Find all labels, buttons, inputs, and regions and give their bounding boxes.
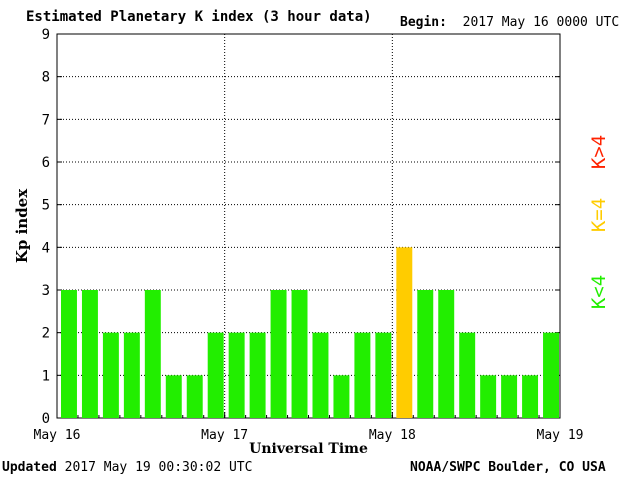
bar <box>312 332 329 418</box>
bar <box>270 290 287 418</box>
x-axis-label: Universal Time <box>249 441 368 457</box>
x-tick-label: May 17 <box>201 428 248 443</box>
y-tick-label: 0 <box>42 411 50 427</box>
bar <box>417 290 434 418</box>
bar <box>102 332 119 418</box>
y-tick-label: 1 <box>42 368 50 384</box>
x-tick-label: May 19 <box>537 428 584 443</box>
bar <box>61 290 77 418</box>
legend-low: K<4 <box>588 274 610 310</box>
bar <box>333 375 350 418</box>
y-tick-label: 4 <box>42 240 50 256</box>
bar <box>480 375 497 418</box>
bar <box>81 290 98 418</box>
legend-high: K>4 <box>588 134 610 170</box>
bar <box>501 375 518 418</box>
legend-equal: K=4 <box>588 197 610 233</box>
bar <box>543 332 559 418</box>
updated-value: 2017 May 19 00:30:02 UTC <box>64 460 253 475</box>
bar <box>396 247 413 418</box>
y-tick-label: 5 <box>42 198 50 214</box>
bar <box>522 375 539 418</box>
bar <box>165 375 182 418</box>
bar <box>123 332 140 418</box>
x-tick-label: May 16 <box>34 428 81 443</box>
bar <box>144 290 161 418</box>
bar <box>459 332 476 418</box>
y-tick-label: 8 <box>42 70 50 86</box>
bar <box>249 332 266 418</box>
bar <box>438 290 455 418</box>
bar <box>354 332 371 418</box>
credit: NOAA/SWPC Boulder, CO USA <box>410 460 606 475</box>
begin-info: Begin: 2017 May 16 0000 UTC <box>400 15 619 30</box>
bar <box>228 332 245 418</box>
begin-label: Begin: <box>400 15 447 30</box>
bar <box>207 332 224 418</box>
y-tick-label: 6 <box>42 155 50 171</box>
updated-info: Updated 2017 May 19 00:30:02 UTC <box>2 460 252 475</box>
x-tick-label: May 18 <box>369 428 416 443</box>
updated-label: Updated <box>2 460 57 475</box>
y-tick-label: 7 <box>42 112 50 128</box>
bar <box>375 332 392 418</box>
y-tick-label: 3 <box>42 283 50 299</box>
begin-value: 2017 May 16 0000 UTC <box>462 15 620 30</box>
bar <box>291 290 308 418</box>
y-tick-label: 2 <box>42 326 50 342</box>
y-axis-label: Kp index <box>13 188 31 263</box>
chart-title: Estimated Planetary K index (3 hour data… <box>26 9 372 25</box>
bar <box>186 375 203 418</box>
y-tick-label: 9 <box>42 27 50 43</box>
